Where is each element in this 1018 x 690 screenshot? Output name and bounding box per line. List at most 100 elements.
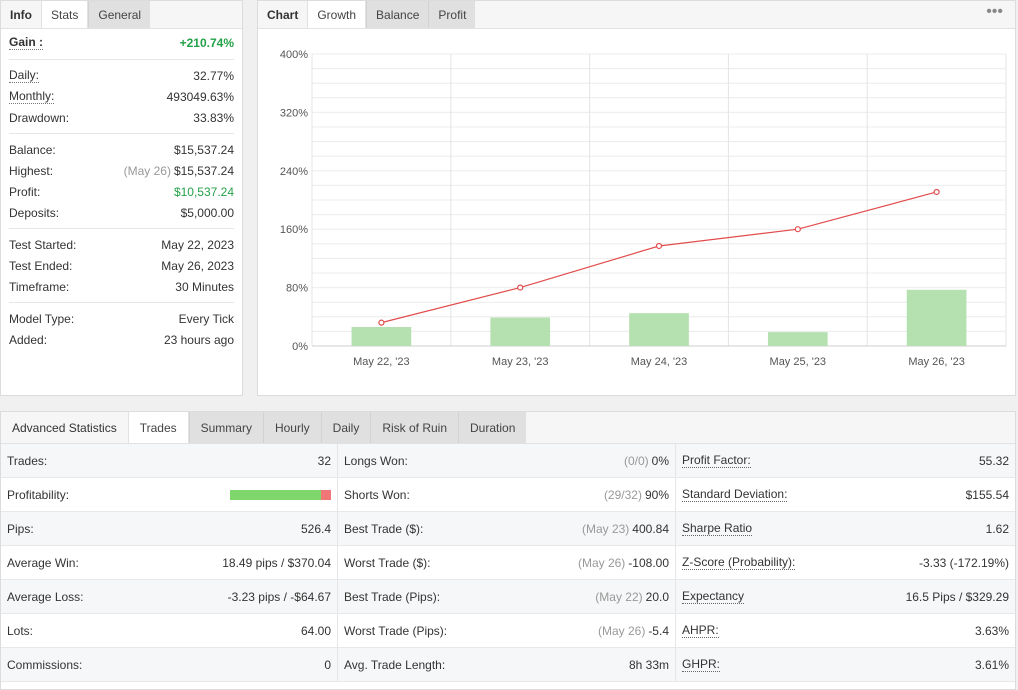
tab-summary[interactable]: Summary: [188, 412, 263, 443]
tab-stats[interactable]: Stats: [41, 1, 89, 28]
stat-row: Standard Deviation: $155.54: [676, 478, 1015, 512]
x-tick-label: May 24, '23: [631, 356, 688, 368]
tab-info[interactable]: Info: [10, 7, 32, 22]
advanced-tabbar: Advanced Statistics Trades Summary Hourl…: [1, 412, 1015, 444]
stat-value: (May 26) -108.00: [578, 556, 669, 570]
model-type-row: Model Type: Every Tick: [9, 308, 234, 329]
balance-label: Balance:: [9, 142, 56, 157]
growth-line: [381, 191, 937, 324]
highest-amount: $15,537.24: [173, 163, 234, 178]
stat-value: (May 22) 20.0: [595, 590, 669, 604]
test-started-row: Test Started: May 22, 2023: [9, 234, 234, 255]
stat-value: 0: [324, 657, 331, 672]
tab-daily[interactable]: Daily: [320, 412, 371, 443]
timeframe-label: Timeframe:: [9, 279, 70, 294]
info-panel: Info Stats General Gain : +210.74% Daily…: [0, 0, 243, 396]
stat-number: 0%: [651, 453, 669, 468]
stat-value: (May 26) -5.4: [598, 624, 669, 638]
daily-label[interactable]: Daily:: [9, 67, 40, 83]
stat-value: 32: [317, 453, 331, 468]
tab-advanced-statistics[interactable]: Advanced Statistics: [12, 420, 117, 435]
added-row: Added: 23 hours ago: [9, 329, 234, 350]
stat-label: Trades:: [7, 453, 48, 468]
y-tick-label: 320%: [280, 107, 308, 119]
profit-value: $10,537.24: [173, 184, 234, 199]
bar: [490, 317, 551, 346]
added-label: Added:: [9, 332, 48, 347]
tab-balance[interactable]: Balance: [366, 1, 429, 28]
line-point: [933, 188, 940, 196]
stat-number: 20.0: [645, 589, 669, 604]
stat-label[interactable]: Profit Factor:: [682, 452, 751, 468]
stat-label[interactable]: AHPR:: [682, 622, 719, 638]
test-started-value: May 22, 2023: [161, 237, 234, 252]
gain-value: +210.74%: [179, 36, 234, 50]
stat-row: Lots: 64.00: [1, 614, 337, 648]
added-value: 23 hours ago: [163, 332, 234, 347]
stat-label: Profitability:: [7, 487, 70, 502]
test-ended-value: May 26, 2023: [161, 258, 234, 273]
stat-label: Pips:: [7, 521, 34, 536]
stat-value: (29/32) 90%: [604, 488, 669, 502]
stat-label: Shorts Won:: [344, 487, 410, 502]
stat-label: Lots:: [7, 623, 34, 638]
timeframe-row: Timeframe: 30 Minutes: [9, 276, 234, 297]
y-tick-label: 400%: [280, 49, 308, 61]
stat-row: Trades: 32: [1, 444, 337, 478]
y-tick-label: 0%: [292, 341, 308, 353]
stat-label[interactable]: GHPR:: [682, 656, 721, 672]
stat-label: Worst Trade (Pips):: [344, 623, 448, 638]
stat-label: Average Win:: [7, 555, 79, 570]
highest-row: Highest: (May 26) $15,537.24: [9, 160, 234, 181]
stat-label: Commissions:: [7, 657, 83, 672]
tab-chart[interactable]: Chart: [267, 7, 299, 22]
stat-label[interactable]: Standard Deviation:: [682, 486, 788, 502]
tab-hourly[interactable]: Hourly: [262, 412, 321, 443]
daily-row: Daily: 32.77%: [9, 65, 234, 86]
tab-general[interactable]: General: [88, 1, 151, 28]
stat-value: 526.4: [300, 521, 331, 536]
tab-duration[interactable]: Duration: [458, 412, 527, 443]
gain-label[interactable]: Gain :: [9, 35, 44, 50]
y-tick-label: 80%: [286, 283, 308, 295]
stat-row: Average Win: 18.49 pips / $370.04: [1, 546, 337, 580]
stat-label: Average Loss:: [7, 589, 84, 604]
stat-note: (May 26): [597, 623, 646, 638]
tab-trades[interactable]: Trades: [127, 412, 189, 443]
stat-label[interactable]: Z-Score (Probability):: [682, 554, 796, 570]
highest-value: (May 26) $15,537.24: [124, 164, 234, 178]
monthly-label[interactable]: Monthly:: [9, 88, 55, 104]
stat-value: 64.00: [300, 623, 331, 638]
line-point: [655, 242, 663, 250]
tab-risk-of-ruin[interactable]: Risk of Ruin: [370, 412, 459, 443]
stat-row: Shorts Won: (29/32) 90%: [338, 478, 675, 512]
model-type-label: Model Type:: [9, 311, 75, 326]
stat-row: Average Loss: -3.23 pips / -$64.67: [1, 580, 337, 614]
stat-number: 90%: [644, 487, 669, 502]
ellipsis-icon[interactable]: •••: [986, 3, 1003, 20]
stat-label[interactable]: Expectancy: [682, 588, 745, 604]
stat-note: (0/0): [623, 453, 649, 468]
model-type-value: Every Tick: [178, 311, 234, 326]
deposits-label: Deposits:: [9, 205, 60, 220]
tab-growth[interactable]: Growth: [307, 1, 367, 28]
stat-row: Expectancy 16.5 Pips / $329.29: [676, 580, 1015, 614]
stat-note: (29/32): [603, 487, 642, 502]
bar: [906, 289, 967, 346]
line-point: [794, 226, 801, 233]
stat-row: Commissions: 0: [1, 648, 337, 682]
stat-row: Best Trade (Pips): (May 22) 20.0: [338, 580, 675, 614]
drawdown-value: 33.83%: [193, 110, 234, 125]
stat-label: Longs Won:: [344, 453, 408, 468]
balance-value: $15,537.24: [173, 142, 234, 157]
stat-label[interactable]: Sharpe Ratio: [682, 520, 753, 536]
bar: [767, 332, 828, 346]
y-tick-label: 240%: [280, 166, 308, 178]
stat-row: Longs Won: (0/0) 0%: [338, 444, 675, 478]
y-tick-label: 160%: [280, 224, 308, 236]
stat-value: 1.62: [985, 521, 1009, 536]
monthly-row: Monthly: 493049.63%: [9, 86, 234, 107]
tab-profit[interactable]: Profit: [428, 1, 476, 28]
stat-value: 3.61%: [974, 657, 1009, 672]
stat-value: (May 23) 400.84: [582, 522, 669, 536]
